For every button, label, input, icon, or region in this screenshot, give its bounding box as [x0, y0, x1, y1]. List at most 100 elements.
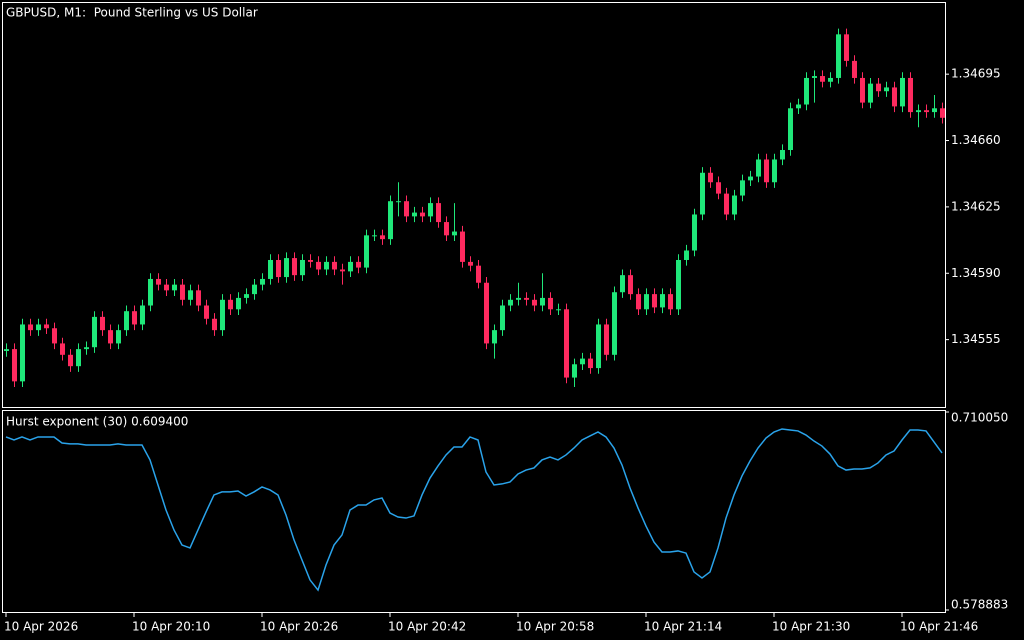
candle-body — [436, 203, 441, 223]
candle-body — [412, 212, 417, 217]
candle-body — [196, 290, 201, 306]
candle-body — [700, 172, 705, 215]
candle-body — [796, 104, 801, 109]
candle-body — [12, 349, 17, 382]
candle-body — [732, 195, 737, 215]
candle-body — [716, 182, 721, 194]
candle-body — [868, 83, 873, 103]
candle-body — [44, 324, 49, 329]
candle-body — [620, 275, 625, 293]
candle-body — [188, 290, 193, 300]
candle-body — [580, 358, 585, 365]
candle-body — [492, 330, 497, 344]
candle-body — [908, 77, 913, 113]
x-tick-label: 10 Apr 20:10 — [132, 620, 210, 634]
candle-body — [316, 261, 321, 270]
candle-body — [468, 261, 473, 266]
candle-body — [836, 34, 841, 78]
candle-body — [772, 159, 777, 183]
candle-body — [116, 330, 121, 344]
candle-body — [276, 259, 281, 278]
candle-body — [804, 77, 809, 105]
candle-body — [628, 275, 633, 295]
candle-body — [204, 305, 209, 319]
candle-body — [612, 292, 617, 355]
candle-body — [820, 76, 825, 82]
candle-body — [396, 201, 401, 203]
candle-body — [684, 250, 689, 260]
candle-body — [900, 77, 905, 107]
candle-body — [228, 299, 233, 310]
y-tick-label: 0.578883 — [951, 598, 1008, 612]
x-tick-label: 10 Apr 21:14 — [644, 620, 722, 634]
y-tick-label: 1.34660 — [951, 133, 1001, 147]
candle-body — [284, 258, 289, 278]
candle-body — [132, 311, 137, 325]
candle-body — [564, 309, 569, 378]
candle-body — [20, 324, 25, 382]
candle-body — [532, 299, 537, 306]
candle-body — [140, 305, 145, 325]
candle-body — [220, 299, 225, 331]
candle-body — [636, 294, 641, 310]
candle-body — [756, 159, 761, 177]
candle-body — [516, 297, 521, 300]
candle-body — [660, 294, 665, 308]
candle-body — [372, 235, 377, 237]
candle-body — [60, 343, 65, 355]
candle-body — [148, 278, 153, 306]
candle-body — [892, 87, 897, 107]
candle-body — [764, 159, 769, 183]
candle-body — [108, 330, 113, 344]
candle-body — [444, 222, 449, 236]
y-tick-label: 1.34625 — [951, 199, 1001, 213]
indicator-line — [5, 428, 943, 592]
candle-body — [476, 265, 481, 283]
candle-body — [556, 309, 561, 311]
candle-body — [452, 231, 457, 236]
candle-body — [724, 193, 729, 215]
candle-body — [788, 108, 793, 151]
y-tick-label: 1.34695 — [951, 67, 1001, 81]
candle-body — [748, 176, 753, 181]
candle-body — [940, 108, 945, 118]
candle-body — [36, 324, 41, 331]
candle-body — [324, 261, 329, 270]
x-tick-label: 10 Apr 20:42 — [388, 620, 466, 634]
candle-body — [812, 76, 817, 78]
candle-body — [356, 261, 361, 268]
candle-body — [828, 77, 833, 82]
candle-body — [340, 269, 345, 272]
candle-body — [596, 324, 601, 369]
candle-body — [260, 278, 265, 285]
candle-body — [844, 34, 849, 61]
x-tick-label: 10 Apr 20:26 — [260, 620, 338, 634]
candle-body — [388, 201, 393, 240]
candle-body — [852, 60, 857, 78]
candle-body — [76, 349, 81, 367]
candle-body — [92, 316, 97, 348]
candle-body — [604, 324, 609, 355]
candle-body — [708, 172, 713, 183]
y-tick-label: 0.710050 — [951, 411, 1008, 425]
candle-body — [876, 83, 881, 92]
y-tick-label: 1.34555 — [951, 332, 1001, 346]
candle-body — [332, 261, 337, 270]
candle-body — [540, 297, 545, 306]
candle-body — [924, 110, 929, 113]
candle-body — [572, 364, 577, 378]
candle-body — [500, 305, 505, 331]
x-tick-label: 10 Apr 21:30 — [772, 620, 850, 634]
candle-body — [28, 324, 33, 331]
candle-body — [364, 235, 369, 268]
candle-body — [380, 235, 385, 240]
candle-body — [124, 311, 129, 331]
chart-title: GBPUSD, M1: Pound Sterling vs US Dollar — [6, 6, 258, 20]
price-panel-frame — [2, 2, 946, 408]
candle-body — [268, 259, 273, 279]
x-tick-label: 10 Apr 21:46 — [900, 620, 978, 634]
candle-body — [236, 297, 241, 310]
candle-body — [588, 358, 593, 369]
